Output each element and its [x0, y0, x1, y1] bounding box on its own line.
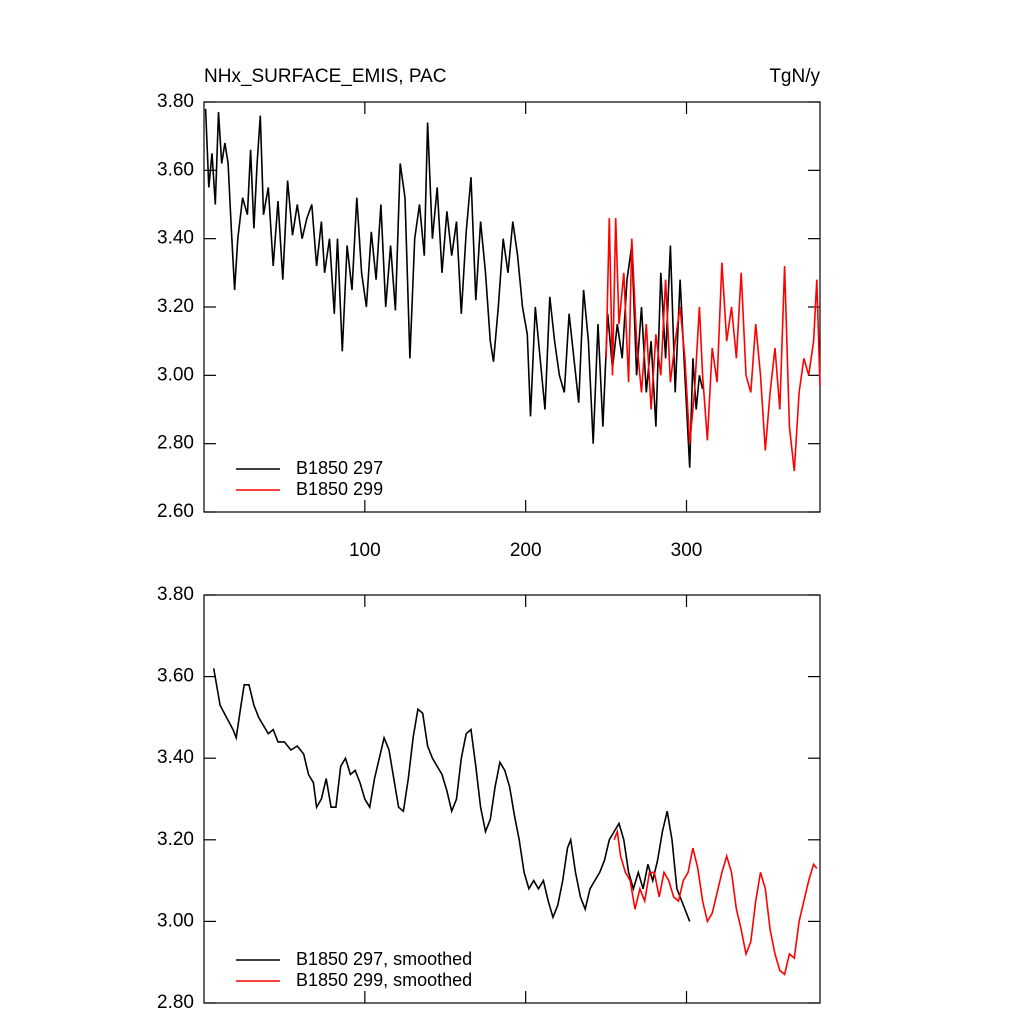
- x-tick-label: 200: [510, 540, 542, 561]
- y-tick-label: 3.40: [157, 747, 194, 768]
- plot-frame: [203, 101, 821, 513]
- x-tick-label: 100: [349, 540, 381, 561]
- y-tick-label: 3.80: [157, 584, 194, 605]
- y-tick-label: 3.80: [157, 91, 194, 112]
- y-tick-label: 3.00: [157, 910, 194, 931]
- legend-label: B1850 299, smoothed: [296, 970, 472, 990]
- legend-label: B1850 297, smoothed: [296, 949, 472, 969]
- data-line: [204, 108, 704, 468]
- y-tick-label: 3.20: [157, 296, 194, 317]
- y-tick-label: 2.80: [157, 992, 194, 1013]
- data-line: [212, 668, 691, 922]
- data-line: [605, 218, 821, 472]
- y-tick-label: 3.60: [157, 159, 194, 180]
- x-tick-label: 300: [671, 540, 703, 561]
- legend-label: B1850 299: [296, 479, 383, 499]
- y-tick-label: 3.40: [157, 228, 194, 249]
- y-tick-label: 3.60: [157, 666, 194, 687]
- legend-label: B1850 297: [296, 458, 383, 478]
- plot-frame: [203, 594, 821, 1004]
- y-tick-label: 3.00: [157, 364, 194, 385]
- y-tick-label: 2.80: [157, 433, 194, 454]
- chart-title: NHx_SURFACE_EMIS, PAC: [204, 66, 446, 87]
- y-tick-label: 3.20: [157, 829, 194, 850]
- data-line: [613, 828, 818, 976]
- units-label: TgN/y: [769, 66, 820, 87]
- y-tick-label: 2.60: [157, 501, 194, 522]
